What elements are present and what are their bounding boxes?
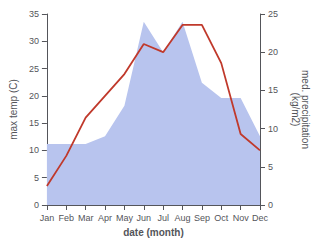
svg-text:May: May — [116, 213, 134, 223]
svg-text:date (month): date (month) — [123, 227, 184, 238]
svg-text:20: 20 — [268, 47, 278, 57]
svg-text:(kg/m2): (kg/m2) — [290, 93, 301, 127]
svg-text:25: 25 — [268, 9, 278, 19]
svg-text:5: 5 — [268, 162, 273, 172]
svg-text:Sep: Sep — [194, 213, 210, 223]
svg-text:15: 15 — [268, 85, 278, 95]
svg-text:Jan: Jan — [40, 213, 55, 223]
svg-text:10: 10 — [29, 145, 39, 155]
svg-text:Feb: Feb — [59, 213, 75, 223]
svg-text:0: 0 — [268, 200, 273, 210]
svg-text:Apr: Apr — [98, 213, 112, 223]
svg-text:Jun: Jun — [137, 213, 152, 223]
svg-text:0: 0 — [34, 200, 39, 210]
svg-text:Mar: Mar — [78, 213, 94, 223]
svg-text:30: 30 — [29, 36, 39, 46]
svg-text:max temp (C): max temp (C) — [8, 79, 19, 140]
svg-text:Jul: Jul — [157, 213, 169, 223]
svg-text:5: 5 — [34, 173, 39, 183]
svg-text:10: 10 — [268, 124, 278, 134]
svg-text:Dec: Dec — [252, 213, 269, 223]
svg-text:Aug: Aug — [175, 213, 191, 223]
svg-text:15: 15 — [29, 118, 39, 128]
svg-text:Oct: Oct — [214, 213, 229, 223]
svg-text:25: 25 — [29, 64, 39, 74]
svg-text:Nov: Nov — [233, 213, 250, 223]
svg-text:35: 35 — [29, 9, 39, 19]
svg-text:20: 20 — [29, 91, 39, 101]
svg-text:med. precipitation: med. precipitation — [299, 70, 311, 149]
